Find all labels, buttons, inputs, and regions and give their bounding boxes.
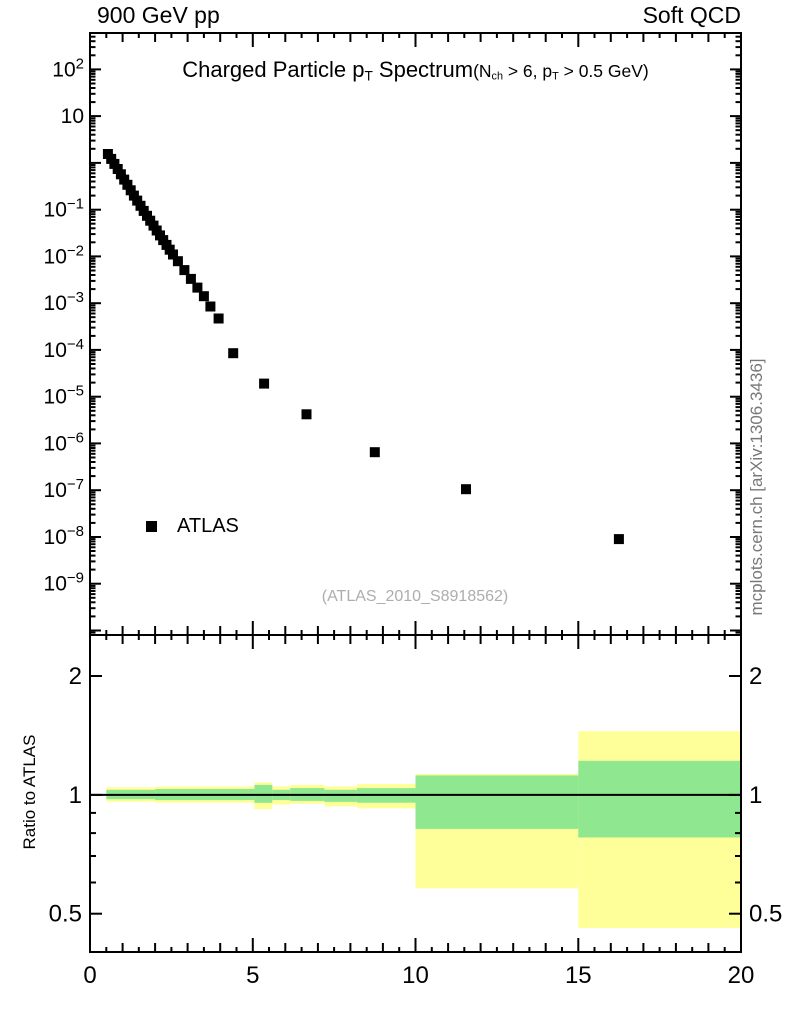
data-point	[205, 301, 216, 312]
data-point	[135, 200, 146, 211]
data-point	[613, 534, 624, 545]
y-tick-label: 10	[61, 105, 84, 128]
y-tick-label: 10−3	[44, 289, 84, 315]
x-tick-label: 20	[728, 962, 755, 989]
y-tick-label: 10−4	[44, 336, 84, 362]
legend-square-marker-icon	[146, 521, 157, 532]
data-point	[112, 164, 123, 174]
data-point	[125, 185, 136, 196]
data-point	[122, 179, 133, 190]
axis-tick-labels: 0 5 10 15 20 102 10 10−1 10−2 10−3 10−4 10−5 10−6 10−…	[44, 55, 783, 989]
data-point	[109, 158, 120, 169]
ratio-y-tick-label-right: 0.5	[749, 901, 782, 928]
x-tick-label: 5	[246, 962, 259, 989]
data-point	[192, 282, 203, 293]
data-point	[301, 409, 312, 420]
green-band-segment	[415, 775, 579, 829]
data-point	[369, 447, 380, 458]
y-tick-label: 10−6	[44, 429, 84, 455]
header-process-group: Soft QCD	[642, 2, 741, 28]
header-beam-energy: 900 GeV pp	[97, 2, 220, 28]
ratio-y-tick-label-left: 0.5	[49, 901, 82, 928]
y-tick-label: 10−9	[44, 570, 84, 596]
analysis-id-watermark: (ATLAS_2010_S8918562)	[321, 588, 509, 605]
data-point	[168, 249, 178, 260]
ratio-y-tick-label-left: 2	[69, 663, 82, 690]
green-band-segment	[578, 760, 742, 838]
x-tick-label: 0	[83, 962, 96, 989]
y-tick-label: 10−1	[44, 196, 84, 222]
legend: ATLAS	[146, 515, 239, 538]
chart-title-cuts: (Nch > 6, pT > 0.5 GeV)	[473, 61, 649, 83]
ratio-y-tick-label-left: 1	[69, 782, 82, 809]
ratio-band-green	[106, 760, 742, 838]
data-point	[461, 484, 471, 495]
spectrum-data-points	[102, 149, 624, 545]
data-point	[115, 169, 126, 180]
x-tick-label: 10	[402, 962, 429, 989]
green-band-segment	[254, 784, 273, 803]
data-point	[119, 174, 130, 185]
data-point	[132, 195, 143, 206]
ratio-axis-label: Ratio to ATLAS	[20, 734, 39, 850]
data-point	[198, 291, 209, 302]
x-tick-label: 15	[565, 962, 592, 989]
y-tick-label: 10−5	[44, 383, 84, 409]
mcplots-side-note: mcplots.cern.ch [arXiv:1306.3436]	[747, 358, 766, 616]
legend-label-atlas: ATLAS	[177, 515, 239, 537]
data-point	[259, 378, 270, 389]
y-tick-label: 10−2	[44, 242, 84, 268]
data-point	[213, 313, 224, 324]
y-tick-label: 10−7	[44, 476, 84, 502]
chart-title: Charged Particle pT Spectrum(Nch > 6, pT…	[90, 57, 741, 83]
chart-title-main: Charged Particle pT Spectrum	[182, 57, 474, 84]
axis-ticks	[89, 33, 742, 952]
spectrum-frame	[89, 32, 742, 636]
data-point	[228, 348, 239, 359]
y-tick-label: 10−8	[44, 523, 84, 549]
y-tick-label: 102	[52, 55, 84, 81]
data-point	[172, 256, 183, 267]
ratio-y-tick-label-right: 2	[749, 663, 762, 690]
ratio-y-tick-label-right: 1	[749, 782, 762, 809]
data-point	[179, 265, 190, 276]
data-point	[185, 273, 196, 284]
